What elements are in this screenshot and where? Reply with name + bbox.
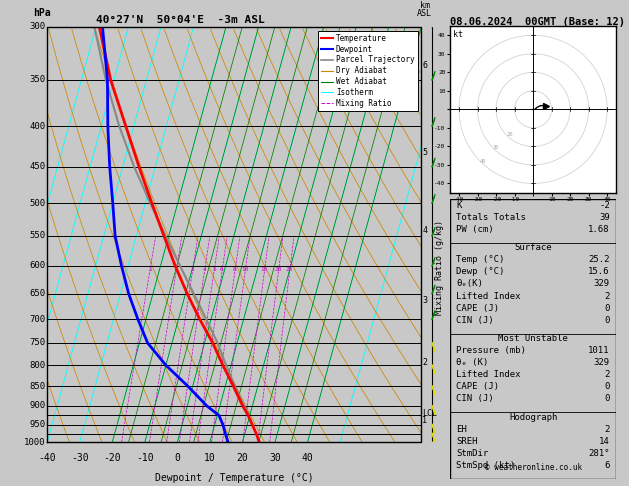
Text: CAPE (J): CAPE (J) — [457, 382, 499, 391]
Text: Lifted Index: Lifted Index — [457, 370, 521, 379]
Text: 800: 800 — [30, 361, 45, 370]
Text: km
ASL: km ASL — [417, 1, 432, 18]
Text: © weatheronline.co.uk: © weatheronline.co.uk — [484, 463, 582, 472]
Text: 1011: 1011 — [588, 346, 610, 355]
Text: 8: 8 — [233, 267, 237, 272]
Text: Dewpoint / Temperature (°C): Dewpoint / Temperature (°C) — [155, 473, 314, 484]
Text: -2: -2 — [599, 201, 610, 210]
Text: 1.68: 1.68 — [588, 225, 610, 234]
Text: StmDir: StmDir — [457, 449, 489, 458]
Text: 450: 450 — [30, 162, 45, 171]
Text: 950: 950 — [30, 420, 45, 429]
Text: PW (cm): PW (cm) — [457, 225, 494, 234]
Text: 25: 25 — [286, 267, 293, 272]
Text: 850: 850 — [30, 382, 45, 391]
Text: 1: 1 — [423, 416, 428, 425]
Text: 2: 2 — [423, 358, 428, 367]
Text: CIN (J): CIN (J) — [457, 316, 494, 325]
Text: 4: 4 — [423, 226, 428, 235]
Text: StmSpd (kt): StmSpd (kt) — [457, 461, 516, 470]
Text: Hodograph: Hodograph — [509, 413, 557, 421]
Text: 6: 6 — [423, 61, 428, 70]
Text: 2: 2 — [174, 267, 178, 272]
Text: -20: -20 — [103, 452, 121, 463]
Text: θₑ (K): θₑ (K) — [457, 358, 489, 367]
Text: 6: 6 — [220, 267, 224, 272]
Text: 14: 14 — [599, 437, 610, 446]
Text: 500: 500 — [30, 199, 45, 208]
Text: 5: 5 — [212, 267, 216, 272]
Text: 2: 2 — [604, 370, 610, 379]
Text: 15.6: 15.6 — [588, 267, 610, 277]
Text: 0: 0 — [604, 316, 610, 325]
Text: 4: 4 — [203, 267, 206, 272]
Text: 39: 39 — [599, 213, 610, 222]
Text: CIN (J): CIN (J) — [457, 394, 494, 403]
Text: 40: 40 — [480, 159, 486, 164]
Text: 1: 1 — [148, 267, 152, 272]
Text: 650: 650 — [30, 289, 45, 298]
Text: 40°27'N  50°04'E  -3m ASL: 40°27'N 50°04'E -3m ASL — [96, 15, 265, 25]
Text: K: K — [457, 201, 462, 210]
Text: CAPE (J): CAPE (J) — [457, 304, 499, 312]
Text: 600: 600 — [30, 261, 45, 270]
Text: 329: 329 — [594, 358, 610, 367]
Text: 0: 0 — [604, 304, 610, 312]
Text: 300: 300 — [30, 22, 45, 31]
Text: 20: 20 — [506, 132, 513, 137]
Text: 350: 350 — [30, 75, 45, 85]
Text: 1000: 1000 — [24, 438, 45, 447]
Text: 15: 15 — [260, 267, 268, 272]
Text: 750: 750 — [30, 338, 45, 347]
Text: θₑ(K): θₑ(K) — [457, 279, 483, 289]
Text: 281°: 281° — [588, 449, 610, 458]
Text: hPa: hPa — [33, 8, 51, 18]
Text: 700: 700 — [30, 314, 45, 324]
Text: -40: -40 — [38, 452, 56, 463]
Text: LCL: LCL — [423, 409, 437, 418]
Text: 10: 10 — [204, 452, 216, 463]
Text: 900: 900 — [30, 401, 45, 410]
Text: 5: 5 — [423, 148, 428, 157]
Text: Lifted Index: Lifted Index — [457, 292, 521, 300]
Text: SREH: SREH — [457, 437, 478, 446]
Text: 20: 20 — [237, 452, 248, 463]
Text: Mixing Ratio (g/kg): Mixing Ratio (g/kg) — [435, 220, 444, 315]
Text: 30: 30 — [493, 145, 499, 150]
Text: Dewp (°C): Dewp (°C) — [457, 267, 505, 277]
Text: Surface: Surface — [515, 243, 552, 252]
Text: 6: 6 — [604, 461, 610, 470]
Text: 10: 10 — [242, 267, 249, 272]
Text: 3: 3 — [191, 267, 194, 272]
Legend: Temperature, Dewpoint, Parcel Trajectory, Dry Adiabat, Wet Adiabat, Isotherm, Mi: Temperature, Dewpoint, Parcel Trajectory… — [318, 31, 418, 111]
Text: 20: 20 — [275, 267, 282, 272]
Text: 0: 0 — [174, 452, 181, 463]
Text: 329: 329 — [594, 279, 610, 289]
Text: -30: -30 — [71, 452, 89, 463]
Text: Temp (°C): Temp (°C) — [457, 255, 505, 264]
Text: 0: 0 — [604, 382, 610, 391]
Text: 550: 550 — [30, 231, 45, 241]
Text: 3: 3 — [423, 296, 428, 305]
Text: 30: 30 — [269, 452, 281, 463]
Text: 2: 2 — [604, 425, 610, 434]
Text: Pressure (mb): Pressure (mb) — [457, 346, 526, 355]
Text: 25.2: 25.2 — [588, 255, 610, 264]
Text: EH: EH — [457, 425, 467, 434]
Text: Totals Totals: Totals Totals — [457, 213, 526, 222]
Text: 400: 400 — [30, 122, 45, 131]
Text: 08.06.2024  00GMT (Base: 12): 08.06.2024 00GMT (Base: 12) — [450, 17, 625, 27]
Text: 0: 0 — [604, 394, 610, 403]
Text: kt: kt — [454, 30, 464, 39]
Text: 40: 40 — [302, 452, 313, 463]
Text: 2: 2 — [604, 292, 610, 300]
Text: -10: -10 — [136, 452, 153, 463]
Text: Most Unstable: Most Unstable — [498, 334, 568, 343]
